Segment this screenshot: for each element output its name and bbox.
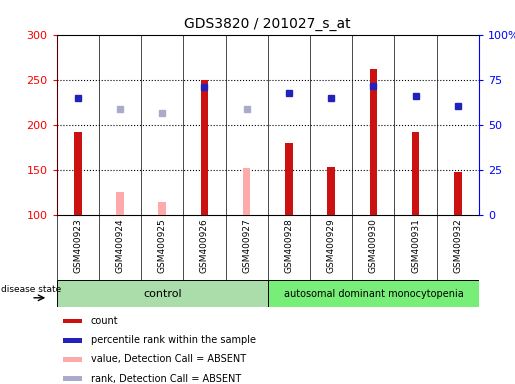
- Bar: [116, 192, 124, 215]
- Bar: [201, 80, 208, 215]
- Bar: [57, 280, 268, 307]
- Text: GSM400930: GSM400930: [369, 218, 378, 273]
- Text: GSM400925: GSM400925: [158, 218, 167, 273]
- Text: GSM400924: GSM400924: [115, 218, 125, 273]
- Text: GSM400926: GSM400926: [200, 218, 209, 273]
- Text: GSM400929: GSM400929: [327, 218, 336, 273]
- Bar: [63, 319, 82, 323]
- Bar: [63, 357, 82, 362]
- Text: percentile rank within the sample: percentile rank within the sample: [91, 335, 255, 345]
- Bar: [370, 69, 377, 215]
- Bar: [285, 143, 293, 215]
- Text: GSM400931: GSM400931: [411, 218, 420, 273]
- Bar: [74, 132, 81, 215]
- Text: rank, Detection Call = ABSENT: rank, Detection Call = ABSENT: [91, 374, 241, 384]
- Text: count: count: [91, 316, 118, 326]
- Bar: [412, 132, 419, 215]
- Bar: [268, 280, 479, 307]
- Bar: [63, 338, 82, 343]
- Bar: [63, 376, 82, 381]
- Text: control: control: [143, 289, 182, 299]
- Bar: [159, 202, 166, 215]
- Text: autosomal dominant monocytopenia: autosomal dominant monocytopenia: [283, 289, 464, 299]
- Text: GSM400927: GSM400927: [242, 218, 251, 273]
- Bar: [454, 172, 461, 215]
- Text: GSM400932: GSM400932: [453, 218, 462, 273]
- Text: GSM400923: GSM400923: [73, 218, 82, 273]
- Title: GDS3820 / 201027_s_at: GDS3820 / 201027_s_at: [184, 17, 351, 31]
- Text: disease state: disease state: [1, 285, 61, 294]
- Text: value, Detection Call = ABSENT: value, Detection Call = ABSENT: [91, 354, 246, 364]
- Bar: [328, 167, 335, 215]
- Bar: [243, 168, 250, 215]
- Text: GSM400928: GSM400928: [284, 218, 294, 273]
